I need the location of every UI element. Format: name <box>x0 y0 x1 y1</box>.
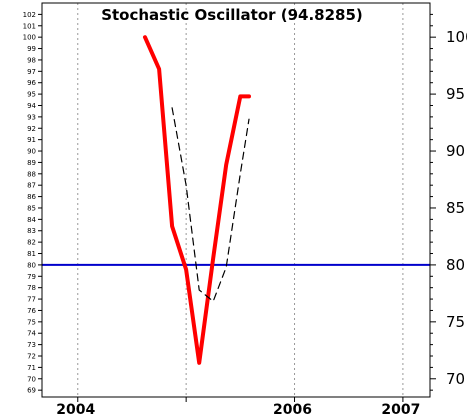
left-y-axis: 69 70 71 72 73 74 75 76 77 78 79 80 81 82 83 84 85 86 87 88… <box>23 11 42 395</box>
stochastic-line-0 <box>143 35 251 365</box>
left-tick-label-85: 85 <box>27 204 36 212</box>
left-tick-label-76: 76 <box>27 307 36 315</box>
left-tick-label-99: 99 <box>27 45 36 53</box>
left-tick-label-88: 88 <box>27 170 36 178</box>
left-tick-label-90: 90 <box>27 148 36 156</box>
left-tick-label-89: 89 <box>27 159 36 167</box>
left-tick-label-75: 75 <box>27 318 36 326</box>
left-tick-label-84: 84 <box>27 216 36 224</box>
plot-frame <box>41 2 431 398</box>
left-tick-label-101: 101 <box>23 22 36 30</box>
left-tick-label-69: 69 <box>27 387 36 395</box>
right-tick-label-75: 75 <box>446 313 465 331</box>
x-tick-label-2004: 2004 <box>56 402 95 418</box>
right-tick-label-80: 80 <box>446 256 465 274</box>
left-tick-label-102: 102 <box>23 11 36 19</box>
x-gridlines <box>77 3 404 397</box>
left-tick-label-77: 77 <box>27 296 36 304</box>
left-tick-label-97: 97 <box>27 68 36 76</box>
left-tick-label-79: 79 <box>27 273 36 281</box>
left-tick-label-71: 71 <box>27 364 36 372</box>
left-tick-label-80: 80 <box>27 261 36 269</box>
x-axis: 2004 2006 2007 <box>56 397 420 418</box>
right-tick-label-90: 90 <box>446 142 465 160</box>
right-y-axis: 70 75 80 85 90 95 100 <box>430 13 467 391</box>
x-tick-label-2007: 2007 <box>381 402 420 418</box>
right-tick-label-95: 95 <box>446 85 465 103</box>
signal-line-1 <box>171 107 250 302</box>
left-tick-label-92: 92 <box>27 125 36 133</box>
left-tick-label-82: 82 <box>27 239 36 247</box>
left-tick-label-70: 70 <box>27 375 36 383</box>
right-tick-label-100: 100 <box>446 28 467 46</box>
x-tick-label-2006: 2006 <box>273 402 312 418</box>
left-tick-label-78: 78 <box>27 284 36 292</box>
left-tick-label-96: 96 <box>27 79 36 87</box>
left-tick-label-91: 91 <box>27 136 36 144</box>
left-tick-label-98: 98 <box>27 56 36 64</box>
right-tick-label-85: 85 <box>446 199 465 217</box>
left-tick-label-94: 94 <box>27 102 36 110</box>
left-tick-label-93: 93 <box>27 113 36 121</box>
left-tick-label-87: 87 <box>27 182 36 190</box>
left-tick-label-95: 95 <box>27 91 36 99</box>
left-tick-label-73: 73 <box>27 341 36 349</box>
chart-title: Stochastic Oscillator (94.8285) <box>101 6 363 24</box>
left-tick-label-74: 74 <box>27 330 36 338</box>
left-tick-label-86: 86 <box>27 193 36 201</box>
left-tick-label-83: 83 <box>27 227 36 235</box>
left-tick-label-100: 100 <box>23 34 36 42</box>
left-tick-label-72: 72 <box>27 353 36 361</box>
right-tick-label-70: 70 <box>446 370 465 388</box>
left-tick-label-81: 81 <box>27 250 36 258</box>
series-layer <box>143 35 251 365</box>
